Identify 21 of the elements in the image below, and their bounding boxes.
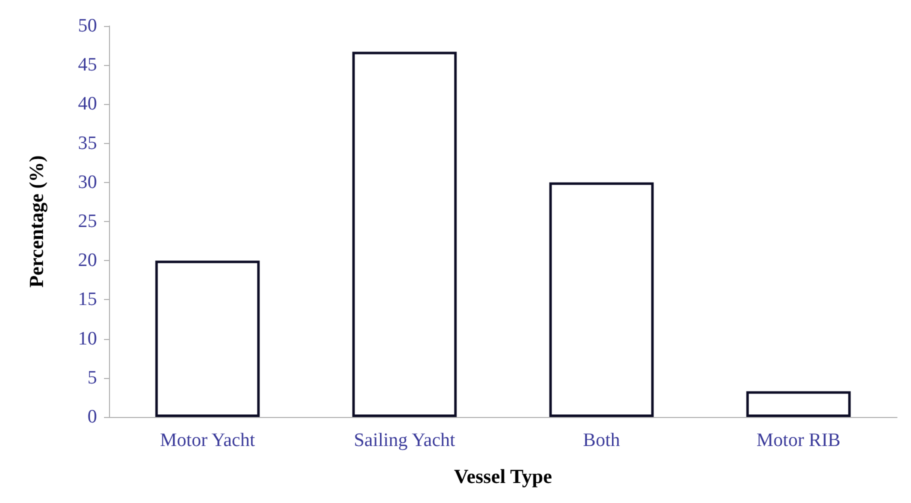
y-tick-label: 25: [78, 211, 97, 232]
y-tick-label: 50: [78, 16, 97, 36]
y-tick-label: 15: [78, 289, 97, 310]
bar: [352, 52, 457, 417]
x-tick-label: Motor RIB: [756, 430, 840, 451]
y-tick-label: 45: [78, 54, 97, 76]
y-tick-label: 20: [78, 250, 97, 272]
bar: [549, 182, 654, 417]
y-tick-label: 10: [78, 328, 97, 350]
y-tick-label: 40: [78, 94, 97, 115]
y-tick-label: 0: [88, 406, 97, 428]
x-tick-label: Motor Yacht: [160, 430, 256, 451]
x-tick-label: Both: [583, 430, 620, 451]
bar: [155, 260, 260, 417]
y-tick-label: 30: [78, 172, 97, 193]
x-axis-title: Vessel Type: [454, 466, 552, 488]
y-tick-label: 5: [88, 367, 97, 388]
y-axis-title: Percentage (%): [26, 155, 48, 288]
bar: [746, 391, 851, 417]
y-tick-label: 35: [78, 132, 97, 154]
x-tick-label: Sailing Yacht: [354, 430, 456, 451]
